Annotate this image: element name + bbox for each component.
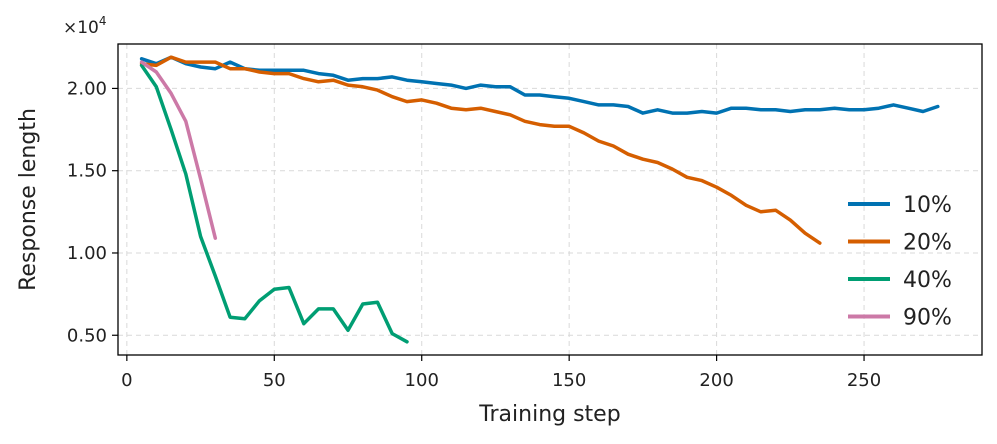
x-axis-ticks: 0 50 100 150 200 250	[121, 355, 881, 391]
y-tick-label: 2.00	[67, 78, 107, 99]
x-tick-label: 150	[552, 370, 586, 391]
y-tick-label: 1.50	[67, 161, 107, 182]
y-axis-multiplier-base: ×10	[63, 18, 99, 38]
y-axis-multiplier: ×104	[63, 14, 107, 38]
series-lines	[139, 55, 940, 344]
series-line-40pct	[139, 63, 409, 344]
x-tick-label: 0	[121, 370, 132, 391]
legend-entry-label: 20%	[903, 231, 952, 256]
x-tick-label: 200	[699, 370, 733, 391]
series-line-20pct	[139, 55, 822, 245]
series-line-90pct	[139, 60, 218, 240]
y-axis-multiplier-exponent: 4	[99, 14, 107, 28]
x-tick-label: 250	[847, 370, 881, 391]
gridlines	[118, 44, 982, 355]
x-axis-label: Training step	[478, 402, 620, 427]
y-axis-ticks: 0.50 1.00 1.50 2.00	[67, 78, 118, 346]
x-tick-label: 50	[263, 370, 286, 391]
legend-entry-label: 90%	[903, 306, 952, 331]
legend: 10% 20% 40% 90%	[848, 193, 952, 331]
legend-entry-label: 40%	[903, 268, 952, 293]
y-axis-label: Response length	[16, 108, 41, 291]
series-line-10pct	[139, 55, 940, 115]
y-tick-label: 1.00	[67, 243, 107, 264]
plot-frame	[117, 43, 983, 356]
legend-entry-label: 10%	[903, 193, 952, 218]
x-tick-label: 100	[405, 370, 439, 391]
y-tick-label: 0.50	[67, 325, 107, 346]
